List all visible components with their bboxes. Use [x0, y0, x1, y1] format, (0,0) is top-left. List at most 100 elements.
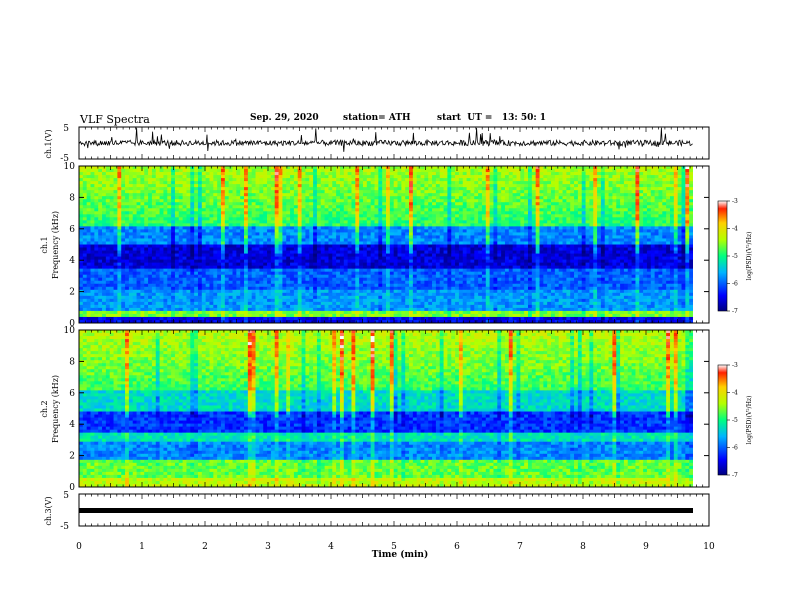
- spectrogram-cell: [339, 181, 345, 185]
- spectrogram-cell: [677, 244, 682, 248]
- spectrogram-cell: [623, 208, 629, 212]
- spectrogram-cell: [117, 166, 122, 170]
- spectrogram-cell: [631, 232, 636, 236]
- spectrogram-cell: [558, 235, 563, 239]
- spectrogram-cell: [666, 175, 671, 179]
- spectrogram-cell: [236, 175, 241, 179]
- spectrogram-cell: [551, 187, 556, 191]
- spectrogram-cell: [90, 220, 95, 224]
- spectrogram-cell: [401, 199, 406, 203]
- spectrogram-cell: [274, 220, 279, 224]
- spectrogram-cell: [105, 217, 111, 221]
- spectrogram-cell: [535, 223, 540, 227]
- spectrogram-cell: [90, 223, 95, 227]
- spectrogram-cell: [236, 178, 241, 182]
- spectrogram-cell: [612, 217, 617, 221]
- spectrogram-cell: [378, 235, 383, 239]
- spectrogram-cell: [167, 196, 172, 200]
- spectrogram-cell: [493, 211, 498, 215]
- spectrogram-cell: [681, 193, 686, 197]
- spectrogram-cell: [98, 205, 103, 209]
- spectrogram-cell: [293, 172, 299, 176]
- spectrogram-cell: [451, 178, 456, 182]
- spectrogram-cell: [228, 184, 233, 188]
- spectrogram-cell: [539, 199, 544, 203]
- spectrogram-cell: [309, 235, 314, 239]
- spectrogram-cell: [362, 169, 368, 173]
- spectrogram-cell: [309, 208, 314, 212]
- spectrogram-cell: [351, 244, 356, 248]
- spectrogram-cell: [205, 187, 210, 191]
- spectrogram-cell: [389, 184, 395, 188]
- spectrogram-cell: [447, 199, 452, 203]
- spectrogram-cell: [451, 253, 456, 257]
- spectrogram-cell: [113, 232, 118, 236]
- spectrogram-cell: [94, 208, 99, 212]
- spectrogram-cell: [409, 187, 414, 191]
- spectrogram-cell: [351, 214, 356, 218]
- spectrogram-cell: [516, 184, 521, 188]
- spectrogram-cell: [244, 193, 249, 197]
- spectrogram-cell: [577, 238, 583, 242]
- spectrogram-cell: [673, 208, 679, 212]
- spectrogram-cell: [151, 250, 157, 254]
- spectrogram-cell: [689, 229, 694, 233]
- spectrogram-cell: [359, 211, 364, 215]
- spectrogram-cell: [493, 181, 498, 185]
- spectrogram-cell: [386, 232, 391, 236]
- spectrogram-cell: [232, 211, 237, 215]
- spectrogram-cell: [148, 184, 153, 188]
- spectrogram-cell: [646, 256, 652, 260]
- spectrogram-cell: [144, 238, 149, 242]
- spectrogram-cell: [574, 181, 579, 185]
- spectrogram-cell: [117, 223, 122, 227]
- spectrogram-cell: [263, 256, 268, 260]
- spectrogram-cell: [462, 193, 467, 197]
- spectrogram-cell: [389, 229, 395, 233]
- spectrogram-cell: [658, 193, 663, 197]
- spectrogram-cell: [689, 202, 694, 206]
- spectrogram-cell: [631, 187, 636, 191]
- spectrogram-cell: [439, 169, 444, 173]
- spectrogram-cell: [109, 214, 114, 218]
- spectrogram-cell: [435, 238, 441, 242]
- spectrogram-cell: [274, 217, 279, 221]
- spectrogram-cell: [132, 193, 137, 197]
- spectrogram-cell: [286, 193, 291, 197]
- spectrogram-cell: [236, 220, 241, 224]
- spectrogram-cell: [478, 244, 483, 248]
- spectrogram-cell: [643, 175, 648, 179]
- spectrogram-cell: [332, 190, 337, 194]
- spectrogram-cell: [163, 199, 168, 203]
- spectrogram-cell: [90, 253, 95, 257]
- spectrogram-cell: [94, 199, 99, 203]
- spectrogram-cell: [355, 181, 360, 185]
- spectrogram-cell: [458, 181, 464, 185]
- spectrogram-cell: [669, 235, 675, 239]
- spectrogram-cell: [547, 175, 552, 179]
- spectrogram-cell: [247, 181, 253, 185]
- spectrogram-cell: [339, 229, 345, 233]
- spectrogram-cell: [405, 220, 410, 224]
- spectrogram-cell: [458, 199, 464, 203]
- spectrogram-cell: [293, 220, 299, 224]
- spectrogram-cell: [316, 235, 322, 239]
- spectrogram-cell: [247, 238, 253, 242]
- spectrogram-cell: [409, 190, 414, 194]
- spectrogram-cell: [597, 196, 602, 200]
- spectrogram-cell: [593, 247, 598, 251]
- spectrogram-cell: [286, 169, 291, 173]
- spectrogram-cell: [232, 232, 237, 236]
- spectrogram-cell: [409, 244, 414, 248]
- spectrogram-cell: [194, 205, 199, 209]
- spectrogram-cell: [197, 235, 203, 239]
- spectrogram-cell: [504, 187, 510, 191]
- spectrogram-cell: [566, 250, 571, 254]
- spectrogram-cell: [458, 220, 464, 224]
- spectrogram-cell: [581, 241, 586, 245]
- spectrogram-cell: [267, 211, 272, 215]
- spectrogram-cell: [531, 232, 537, 236]
- spectrogram-cell: [186, 172, 191, 176]
- spectrogram-cell: [405, 256, 410, 260]
- spectrogram-cell: [451, 232, 456, 236]
